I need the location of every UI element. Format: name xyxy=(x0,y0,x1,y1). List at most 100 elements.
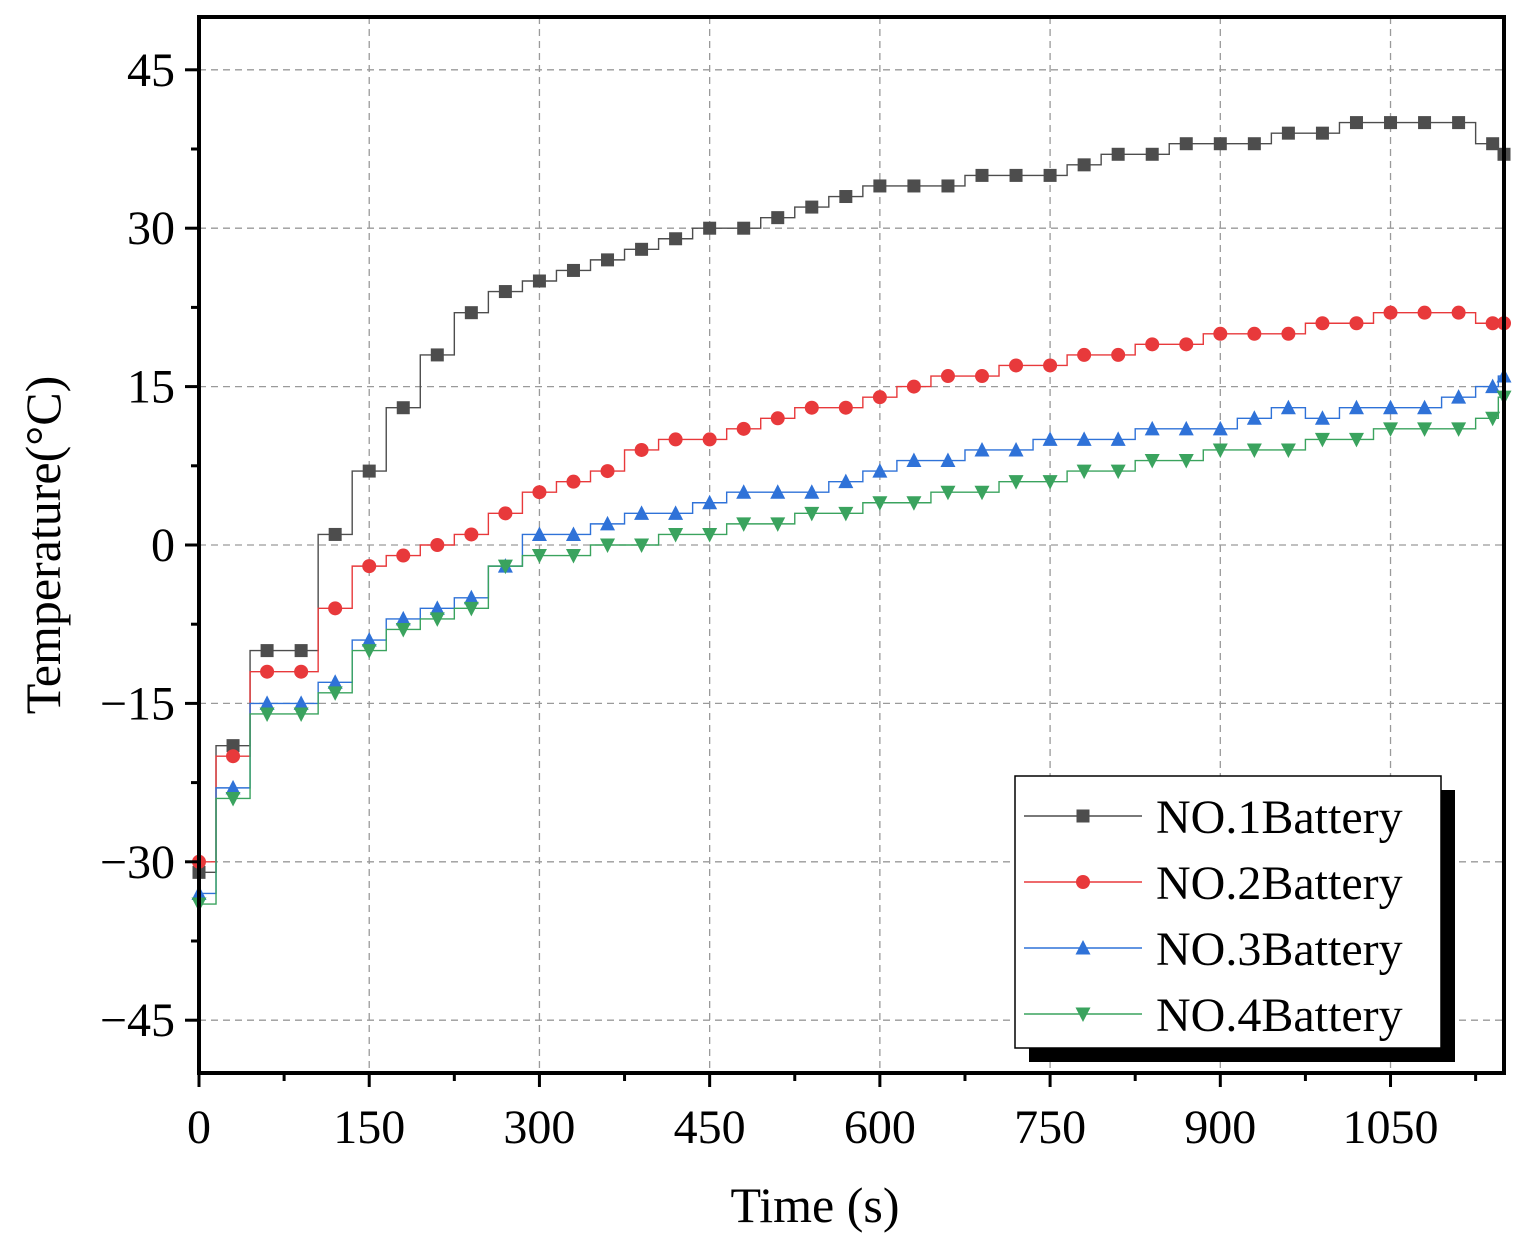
data-point xyxy=(1383,399,1399,415)
data-point xyxy=(362,559,377,574)
data-point xyxy=(736,421,751,436)
y-axis-title: Temperature(°C) xyxy=(15,376,71,715)
data-point xyxy=(1486,137,1500,151)
series-2 xyxy=(192,305,1511,869)
legend-label: NO.2Battery xyxy=(1156,857,1403,910)
legend-item-4: NO.4Battery xyxy=(1024,989,1403,1042)
data-point xyxy=(941,179,955,193)
data-point xyxy=(1145,337,1160,352)
data-point xyxy=(1144,420,1160,436)
data-point xyxy=(1315,316,1330,331)
legend-marker xyxy=(1076,875,1090,889)
legend-marker xyxy=(1075,940,1091,955)
data-point xyxy=(1314,410,1330,425)
x-axis-title: Time (s) xyxy=(730,1177,899,1233)
y-tick-label: 15 xyxy=(127,361,175,414)
data-point xyxy=(1280,443,1296,458)
data-point xyxy=(873,179,887,193)
data-point xyxy=(430,538,445,552)
data-point xyxy=(1485,378,1501,394)
data-point xyxy=(838,473,854,489)
legend-label: NO.1Battery xyxy=(1156,791,1403,844)
data-point xyxy=(804,506,820,522)
data-point xyxy=(668,527,684,543)
data-point xyxy=(1043,168,1057,182)
data-point xyxy=(839,190,853,204)
data-point xyxy=(1178,454,1194,469)
data-point xyxy=(1452,116,1466,130)
data-point xyxy=(497,559,513,575)
legend-label: NO.4Battery xyxy=(1156,989,1403,1042)
data-point xyxy=(1247,326,1262,341)
data-point xyxy=(1009,168,1023,182)
data-point xyxy=(464,527,479,542)
x-tick-label: 1050 xyxy=(1343,1101,1439,1154)
data-point xyxy=(327,686,343,701)
data-point xyxy=(1042,431,1058,446)
data-point xyxy=(1042,475,1058,490)
data-point xyxy=(1247,137,1261,151)
data-point xyxy=(327,674,343,689)
data-point xyxy=(1348,432,1364,448)
data-point xyxy=(702,494,718,510)
legend-marker xyxy=(1076,809,1090,823)
data-point xyxy=(259,695,275,710)
data-point xyxy=(429,612,445,627)
data-point xyxy=(1417,399,1433,415)
data-point xyxy=(600,464,615,479)
data-point xyxy=(1280,399,1296,415)
data-point xyxy=(906,452,922,468)
data-point xyxy=(771,211,785,225)
data-point xyxy=(1451,422,1467,437)
data-point xyxy=(635,242,649,256)
legend-item-1: NO.1Battery xyxy=(1024,791,1403,844)
data-point xyxy=(1178,420,1194,436)
x-tick-label: 300 xyxy=(503,1101,575,1154)
data-point xyxy=(293,707,309,722)
data-point xyxy=(634,442,649,457)
data-point xyxy=(1179,137,1193,151)
data-point xyxy=(702,432,717,447)
data-point xyxy=(872,390,887,405)
data-point xyxy=(736,517,752,532)
data-point xyxy=(463,589,479,605)
data-point xyxy=(1008,441,1024,457)
data-point xyxy=(532,485,547,500)
data-point xyxy=(975,369,989,384)
data-point xyxy=(1417,422,1433,437)
x-tick-label: 600 xyxy=(844,1101,916,1154)
data-point xyxy=(1281,126,1295,140)
data-point xyxy=(464,306,478,320)
data-point xyxy=(259,707,275,722)
data-point xyxy=(804,484,820,499)
data-point xyxy=(1246,443,1262,458)
data-point xyxy=(396,401,410,415)
legend: NO.1Battery NO.2Battery NO.3Battery NO.4Bat… xyxy=(1014,775,1455,1062)
data-point xyxy=(1485,411,1501,427)
series-4 xyxy=(191,390,1512,913)
data-point xyxy=(430,348,444,362)
data-point xyxy=(1348,399,1364,415)
data-point xyxy=(1111,347,1126,362)
x-tick-label: 750 xyxy=(1014,1101,1086,1154)
data-point xyxy=(600,515,616,531)
data-point xyxy=(838,400,853,415)
data-point xyxy=(1349,116,1363,130)
data-point xyxy=(1212,420,1228,436)
data-point xyxy=(1451,389,1467,404)
data-point xyxy=(1246,410,1262,425)
data-point xyxy=(974,441,990,457)
y-tick-label: −45 xyxy=(100,994,175,1047)
data-point xyxy=(1009,358,1024,373)
data-point xyxy=(1451,305,1466,320)
data-point xyxy=(1179,337,1194,352)
data-point xyxy=(1110,464,1126,480)
data-point xyxy=(531,549,547,564)
data-point xyxy=(1417,305,1432,320)
data-point xyxy=(974,485,990,501)
data-point xyxy=(940,452,956,468)
data-point xyxy=(294,644,308,658)
data-point xyxy=(1315,126,1329,140)
data-point xyxy=(770,517,786,532)
data-point xyxy=(293,695,309,710)
